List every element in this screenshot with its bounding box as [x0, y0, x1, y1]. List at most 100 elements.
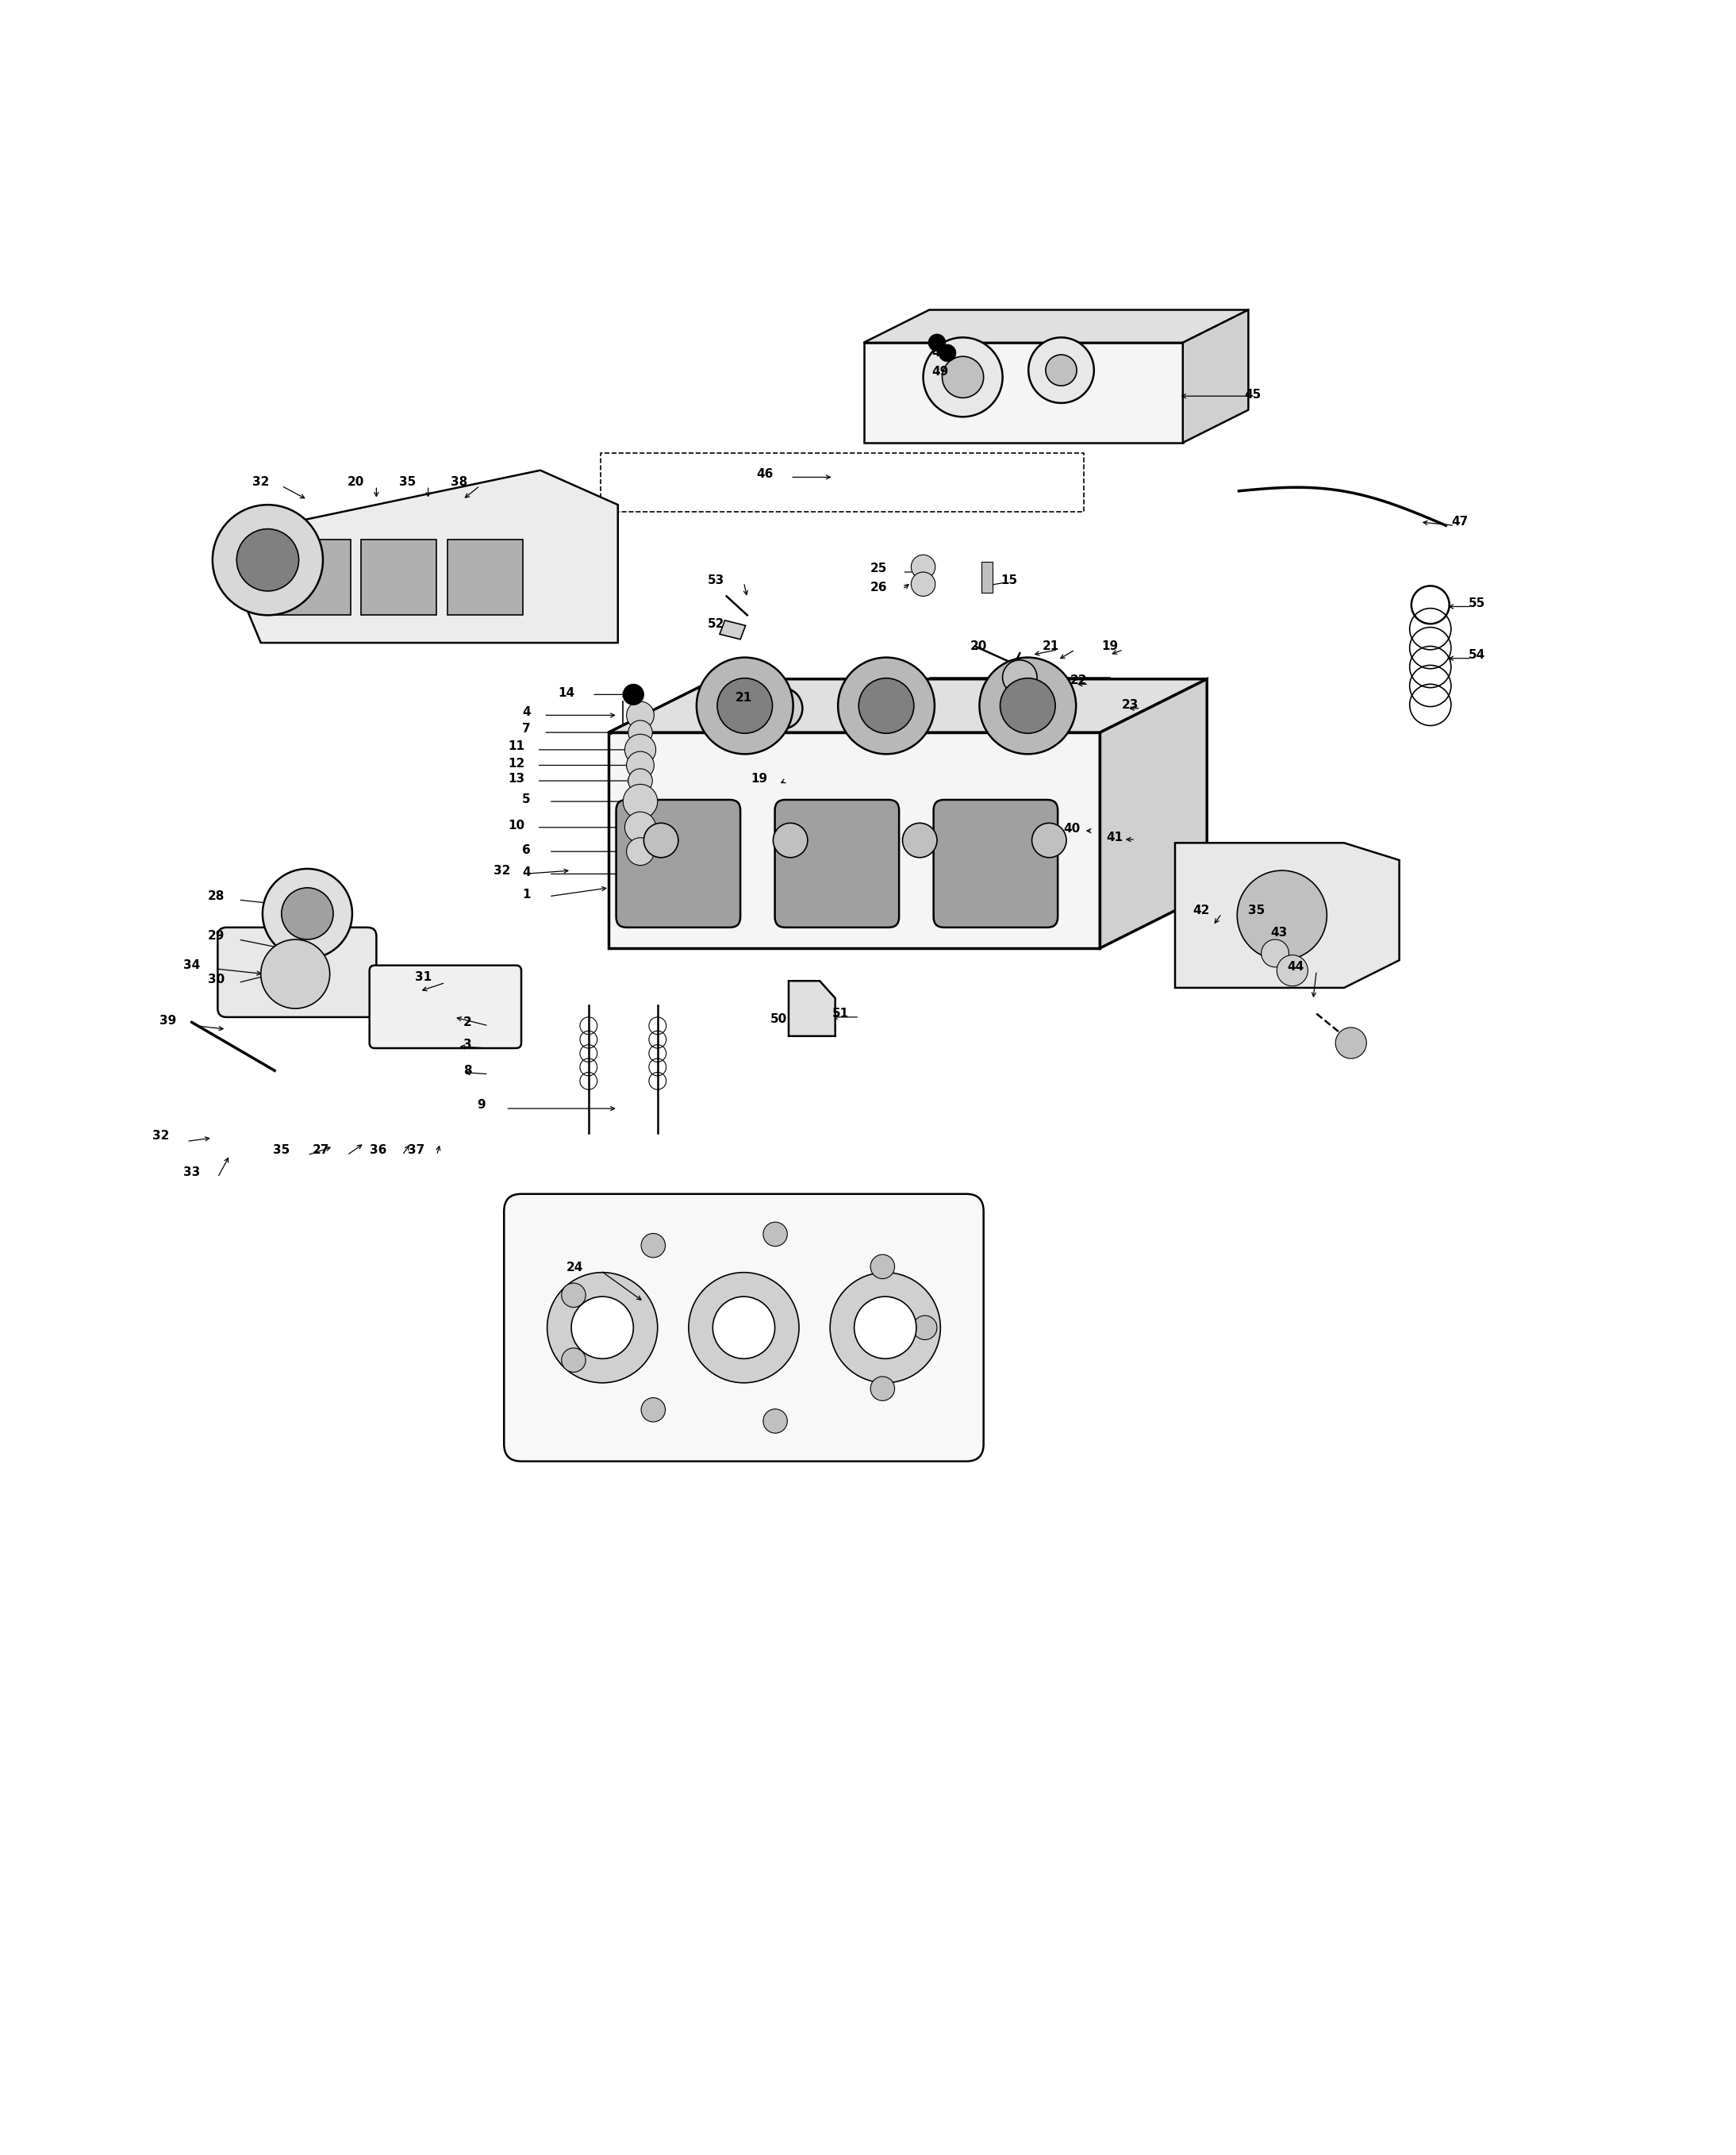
Text: 7: 7: [523, 724, 531, 735]
Circle shape: [1031, 823, 1066, 858]
Text: 6: 6: [523, 845, 531, 856]
Polygon shape: [865, 343, 1182, 442]
Circle shape: [1276, 955, 1307, 987]
Text: 43: 43: [1271, 927, 1286, 940]
Text: 23: 23: [1121, 698, 1139, 711]
Circle shape: [764, 1222, 788, 1246]
Text: 37: 37: [408, 1144, 425, 1155]
Polygon shape: [1175, 843, 1399, 987]
Text: 32: 32: [493, 864, 510, 877]
Text: 24: 24: [566, 1261, 583, 1274]
Circle shape: [1045, 356, 1076, 386]
Polygon shape: [720, 621, 745, 640]
Circle shape: [236, 528, 299, 590]
Text: 54: 54: [1469, 649, 1486, 662]
Circle shape: [628, 720, 653, 746]
Circle shape: [939, 345, 957, 362]
Text: 2: 2: [464, 1017, 472, 1028]
Text: 1: 1: [523, 888, 531, 901]
Circle shape: [1000, 679, 1055, 733]
Text: 32: 32: [153, 1129, 168, 1142]
Text: 11: 11: [507, 741, 524, 752]
Text: 8: 8: [464, 1065, 472, 1078]
Text: 44: 44: [1288, 961, 1304, 974]
Circle shape: [623, 784, 658, 819]
Circle shape: [281, 888, 333, 940]
Circle shape: [943, 356, 984, 399]
Circle shape: [627, 752, 654, 780]
Circle shape: [547, 1271, 658, 1384]
Circle shape: [903, 823, 937, 858]
Circle shape: [641, 1233, 665, 1259]
Text: 4: 4: [523, 707, 531, 718]
Text: 28: 28: [208, 890, 224, 903]
Polygon shape: [865, 310, 1248, 343]
FancyBboxPatch shape: [503, 1194, 984, 1461]
Text: 35: 35: [1248, 905, 1264, 916]
Text: 33: 33: [184, 1166, 200, 1179]
FancyBboxPatch shape: [370, 965, 521, 1047]
Text: 41: 41: [1106, 832, 1123, 843]
Text: 36: 36: [370, 1144, 387, 1155]
Polygon shape: [1101, 679, 1207, 948]
Polygon shape: [608, 733, 1101, 948]
FancyBboxPatch shape: [774, 800, 899, 927]
Circle shape: [1238, 871, 1326, 961]
Polygon shape: [788, 981, 835, 1037]
Text: 50: 50: [769, 1013, 786, 1026]
Text: 34: 34: [184, 959, 200, 972]
Text: 42: 42: [1193, 905, 1210, 916]
Circle shape: [913, 1315, 937, 1340]
Circle shape: [689, 1271, 799, 1384]
Circle shape: [764, 1409, 788, 1433]
Circle shape: [1335, 1028, 1366, 1058]
Text: 39: 39: [160, 1015, 175, 1026]
Circle shape: [641, 1399, 665, 1422]
Circle shape: [623, 683, 644, 705]
Polygon shape: [608, 679, 1207, 733]
Text: 53: 53: [708, 575, 724, 586]
Polygon shape: [448, 539, 523, 614]
Text: 4: 4: [523, 866, 531, 879]
Text: 52: 52: [708, 618, 724, 629]
Text: 32: 32: [252, 476, 269, 489]
Text: 20: 20: [347, 476, 365, 489]
Text: 48: 48: [932, 347, 950, 360]
Circle shape: [924, 338, 1003, 416]
Text: 49: 49: [932, 366, 950, 377]
Text: 30: 30: [208, 974, 224, 985]
Circle shape: [571, 1297, 634, 1358]
Text: 31: 31: [415, 972, 431, 983]
Circle shape: [644, 823, 679, 858]
Text: 55: 55: [1469, 597, 1486, 610]
Text: 27: 27: [312, 1144, 330, 1155]
Circle shape: [854, 1297, 917, 1358]
Circle shape: [859, 679, 913, 733]
Bar: [983, 562, 993, 593]
Text: 51: 51: [832, 1009, 849, 1019]
Text: 47: 47: [1451, 515, 1469, 528]
Text: 14: 14: [557, 687, 575, 698]
Text: 25: 25: [870, 562, 887, 575]
Circle shape: [830, 1271, 941, 1384]
Circle shape: [1003, 659, 1036, 694]
Circle shape: [625, 735, 656, 765]
Circle shape: [911, 554, 936, 580]
Text: 20: 20: [970, 640, 986, 653]
Text: 3: 3: [464, 1039, 472, 1052]
Circle shape: [838, 657, 934, 754]
Circle shape: [870, 1377, 894, 1401]
Circle shape: [561, 1349, 585, 1373]
Circle shape: [929, 334, 946, 351]
Circle shape: [212, 504, 323, 614]
Text: 40: 40: [1062, 823, 1080, 834]
Circle shape: [260, 940, 330, 1009]
Circle shape: [870, 1254, 894, 1278]
Polygon shape: [1182, 310, 1248, 442]
Circle shape: [911, 571, 936, 597]
Circle shape: [773, 823, 807, 858]
FancyBboxPatch shape: [217, 927, 377, 1017]
Text: 22: 22: [1069, 675, 1087, 687]
Circle shape: [717, 679, 773, 733]
Text: 19: 19: [1101, 640, 1118, 653]
